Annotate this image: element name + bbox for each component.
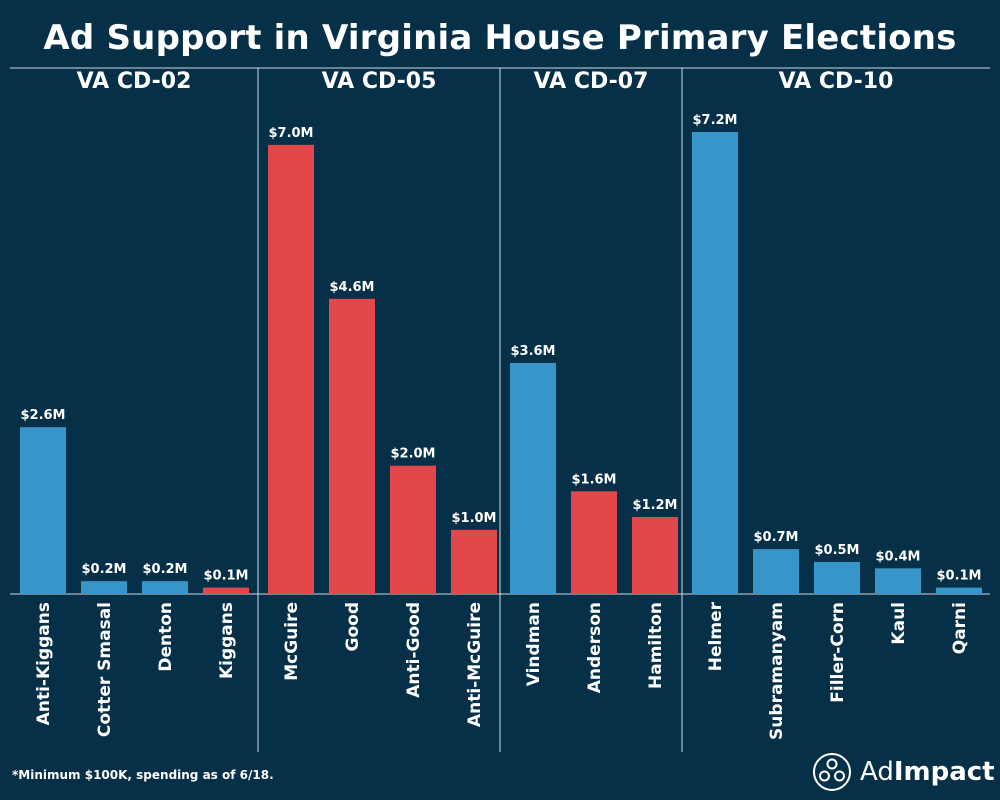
bar (753, 549, 799, 594)
adimpact-logo-text: AdImpact (860, 757, 995, 787)
bar-value-label: $3.6M (510, 344, 555, 359)
category-label: Subramanyam (767, 602, 787, 740)
category-label: Good (343, 602, 363, 651)
category-label: Kiggans (217, 602, 237, 679)
category-label: Filler-Corn (828, 602, 848, 703)
group-label: VA CD-07 (534, 69, 649, 94)
bar (510, 363, 556, 594)
bar-value-label: $2.6M (20, 408, 65, 423)
bar (81, 581, 127, 594)
bar-value-label: $0.4M (875, 549, 920, 564)
adimpact-logo: AdImpact (812, 750, 995, 794)
bar (814, 561, 860, 594)
bar-value-label: $2.0M (390, 447, 435, 462)
adimpact-logo-icon (813, 753, 851, 791)
bar-value-label: $7.0M (268, 126, 313, 141)
bar (268, 144, 314, 595)
footnote: *Minimum $100K, spending as of 6/18. (12, 768, 274, 782)
bar (390, 465, 436, 594)
bar (142, 581, 188, 594)
bar (571, 491, 617, 594)
chart-title: Ad Support in Virginia House Primary Ele… (43, 18, 957, 58)
category-label: Anti-McGuire (465, 602, 485, 727)
bar-value-label: $0.2M (81, 562, 126, 577)
bar (451, 529, 497, 594)
bar (20, 427, 66, 594)
bar (936, 587, 982, 594)
group-label: VA CD-05 (322, 69, 437, 94)
group-label: VA CD-02 (77, 69, 192, 94)
category-label: Anti-Kiggans (34, 602, 54, 725)
bar-value-label: $0.2M (142, 562, 187, 577)
bar-value-label: $0.1M (936, 569, 981, 584)
bar (692, 132, 738, 594)
category-label: Qarni (950, 602, 970, 654)
bar-value-label: $4.6M (329, 280, 374, 295)
bar-value-label: $1.0M (451, 511, 496, 526)
category-label: Denton (156, 602, 176, 672)
category-label: Vindman (524, 602, 544, 686)
bar-value-label: $7.2M (692, 113, 737, 128)
group-label: VA CD-10 (779, 69, 894, 94)
bar-value-label: $1.2M (632, 498, 677, 513)
category-label: Helmer (706, 601, 726, 671)
bar-value-label: $0.5M (814, 543, 859, 558)
category-label: Anderson (585, 602, 605, 693)
category-label: Hamilton (646, 602, 666, 689)
category-label: McGuire (282, 602, 302, 681)
bar (875, 568, 921, 594)
category-label: Anti-Good (404, 602, 424, 698)
category-label: Kaul (889, 602, 909, 645)
category-label: Cotter Smasal (95, 602, 115, 737)
bar-value-label: $0.1M (203, 569, 248, 584)
bar-value-label: $0.7M (753, 530, 798, 545)
bar (329, 298, 375, 594)
bar (203, 587, 249, 594)
bar-value-label: $1.6M (571, 472, 616, 487)
bar (632, 517, 678, 594)
